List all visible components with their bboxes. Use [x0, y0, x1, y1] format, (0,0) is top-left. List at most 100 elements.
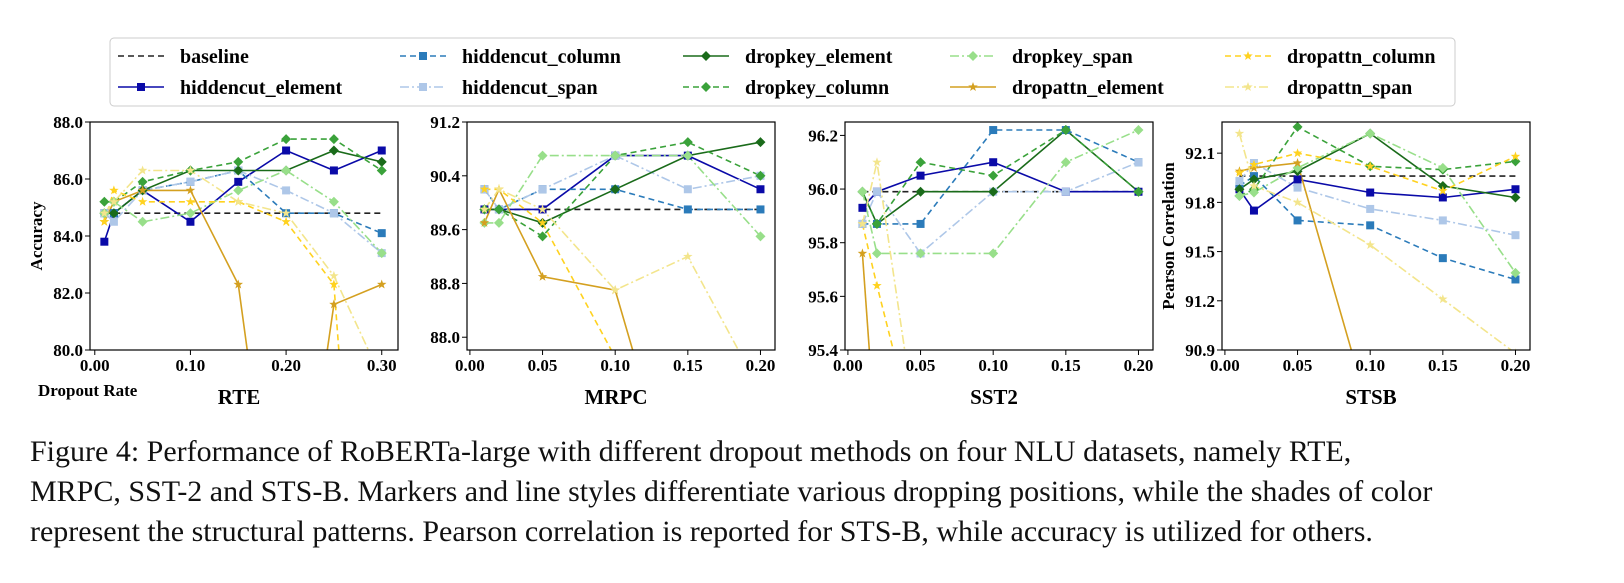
- marker: [185, 165, 196, 175]
- marker: [1243, 51, 1253, 60]
- marker: [701, 82, 711, 92]
- y-tick-label: 92.1: [1185, 144, 1215, 163]
- marker: [100, 237, 109, 246]
- x-tick-label: 0.05: [906, 356, 936, 375]
- caption-line: MRPC, SST-2 and STS-B. Markers and line …: [30, 475, 1433, 508]
- marker: [756, 386, 766, 395]
- x-tick-label: 0.20: [1124, 356, 1154, 375]
- x-tick-label: 0.00: [455, 356, 485, 375]
- axes-frame: [466, 121, 776, 351]
- y-tick-label: 91.5: [1185, 243, 1215, 262]
- legend-label: dropattn_column: [1287, 46, 1436, 68]
- series-line: [484, 154, 762, 237]
- marker: [137, 165, 148, 175]
- marker: [915, 157, 926, 168]
- marker: [329, 279, 339, 289]
- marker: [493, 204, 504, 215]
- marker: [1293, 175, 1302, 184]
- series-line: [104, 138, 383, 203]
- chart-title: MRPC: [585, 385, 648, 409]
- marker: [1248, 174, 1259, 185]
- marker: [329, 299, 339, 309]
- series-line: [103, 169, 370, 350]
- series-line: [861, 162, 906, 350]
- marker: [1511, 275, 1520, 284]
- marker: [755, 231, 766, 242]
- marker: [137, 185, 148, 195]
- y-tick-label: 95.4: [808, 341, 838, 360]
- chart-title: STSB: [1345, 385, 1396, 409]
- marker: [185, 185, 196, 195]
- marker: [233, 156, 244, 167]
- marker: [1510, 267, 1521, 278]
- legend-box: [109, 37, 1456, 107]
- marker: [756, 205, 765, 214]
- series-line: [483, 187, 634, 350]
- marker: [1249, 159, 1259, 169]
- marker: [916, 219, 925, 228]
- marker: [871, 218, 882, 229]
- marker: [377, 146, 386, 155]
- marker: [1438, 254, 1447, 263]
- marker: [1510, 151, 1521, 161]
- legend-label: dropkey_span: [1012, 46, 1133, 68]
- series-line: [484, 188, 613, 350]
- plot-area: [479, 137, 766, 395]
- marker: [683, 205, 692, 214]
- marker: [282, 186, 291, 195]
- x-tick-label: 0.20: [1501, 356, 1531, 375]
- marker: [1438, 193, 1447, 202]
- marker: [1293, 216, 1302, 225]
- marker: [1510, 156, 1521, 167]
- y-tick-label: 88.0: [53, 113, 83, 132]
- marker: [755, 170, 766, 181]
- marker: [1134, 158, 1143, 167]
- series-line: [103, 149, 383, 242]
- marker: [857, 248, 868, 258]
- marker: [329, 209, 338, 218]
- marker: [1366, 188, 1375, 197]
- legend-label: dropattn_element: [1012, 77, 1164, 99]
- x-tick-label: 0.05: [1283, 356, 1313, 375]
- marker: [1292, 148, 1303, 158]
- marker: [493, 217, 504, 228]
- marker: [683, 185, 692, 194]
- legend-label: dropkey_element: [745, 46, 893, 68]
- marker: [137, 176, 148, 187]
- x-tick-label: 0.10: [1355, 356, 1385, 375]
- marker: [701, 51, 711, 61]
- legend-label: hiddencut_column: [462, 46, 621, 68]
- marker: [377, 279, 387, 289]
- y-tick-label: 80.0: [53, 341, 83, 360]
- marker: [1437, 162, 1448, 173]
- marker: [99, 196, 110, 207]
- x-tick-label: 0.00: [833, 356, 863, 375]
- marker: [233, 165, 244, 176]
- marker: [857, 218, 868, 228]
- x-tick-label: 0.00: [80, 356, 110, 375]
- marker: [1061, 187, 1070, 196]
- marker: [233, 196, 243, 206]
- marker: [1292, 162, 1303, 173]
- marker: [915, 186, 926, 197]
- marker: [1438, 185, 1448, 195]
- marker: [682, 150, 693, 161]
- marker: [1365, 128, 1376, 139]
- legend-label: baseline: [180, 46, 249, 68]
- marker: [479, 217, 490, 227]
- marker: [376, 156, 387, 167]
- series-line: [103, 169, 383, 254]
- x-tick-label: 0.30: [367, 356, 397, 375]
- marker: [858, 203, 867, 212]
- x-tick-label: 0.20: [271, 356, 301, 375]
- plot-area: [1234, 122, 1521, 350]
- marker: [1243, 82, 1253, 91]
- marker: [137, 196, 148, 206]
- marker: [1437, 180, 1448, 191]
- marker: [329, 270, 339, 280]
- plot-area: [857, 125, 1144, 350]
- y-tick-label: 88.0: [430, 328, 460, 347]
- legend-label: hiddencut_span: [462, 77, 598, 99]
- marker: [377, 229, 386, 238]
- series-line: [1239, 152, 1516, 192]
